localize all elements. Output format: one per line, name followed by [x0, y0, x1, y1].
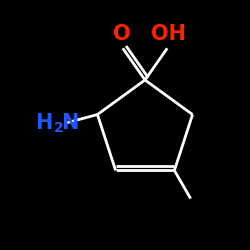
Text: N: N — [61, 113, 78, 133]
Text: 2: 2 — [54, 122, 63, 136]
Text: O: O — [113, 24, 130, 44]
Text: H: H — [35, 113, 52, 133]
Text: OH: OH — [151, 24, 186, 44]
